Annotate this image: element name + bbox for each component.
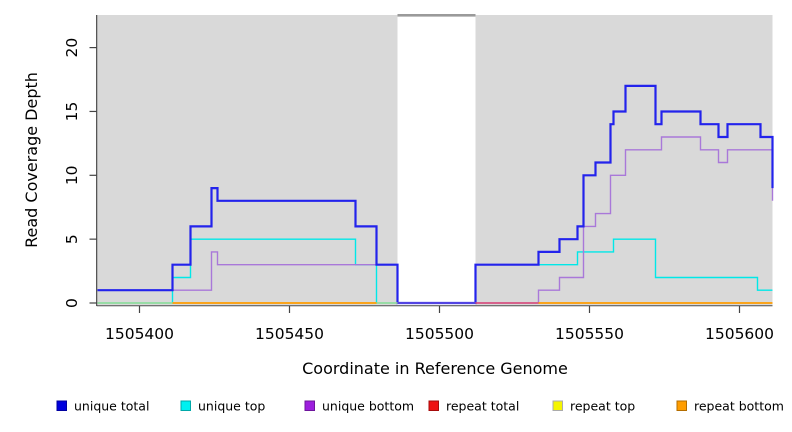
y-axis-title: Read Coverage Depth: [22, 72, 41, 248]
legend-item-unique-bottom: unique bottom: [304, 399, 414, 414]
y-tick-label: 10: [63, 165, 81, 185]
legend-swatch-repeat-total: [428, 400, 439, 411]
legend: unique total unique top unique bottom repea…: [56, 399, 784, 414]
x-tick-label: 1505600: [705, 325, 774, 343]
legend-item-repeat-bottom: repeat bottom: [676, 399, 784, 414]
legend-label: unique total: [74, 399, 149, 414]
series-line-unique-total: [97, 84, 774, 305]
legend-item-repeat-total: repeat total: [428, 399, 519, 414]
legend-swatch-repeat-top: [552, 400, 563, 411]
x-tick-label: 1505500: [405, 325, 474, 343]
x-tick-label: 1505400: [105, 325, 174, 343]
legend-swatch-unique-total: [56, 400, 67, 411]
legend-label: repeat bottom: [694, 399, 784, 414]
axes: 1505400 1505450 1505500 1505550 1505600 0 5 10 1…: [63, 15, 774, 343]
repeat-region-right: [475, 15, 773, 305]
legend-label: repeat total: [446, 399, 519, 414]
legend-item-unique-total: unique total: [56, 399, 149, 414]
plot-panel: [97, 14, 773, 305]
legend-item-unique-top: unique top: [180, 399, 265, 414]
y-tick-label: 5: [63, 234, 81, 244]
series-line-unique-bottom: [97, 136, 774, 304]
y-tick-label: 0: [63, 298, 81, 308]
gap-top-bar: [397, 14, 476, 17]
legend-swatch-repeat-bottom: [676, 400, 687, 411]
y-tick-label: 15: [63, 102, 81, 122]
legend-label: unique top: [198, 399, 265, 414]
x-tick-label: 1505450: [255, 325, 324, 343]
x-tick-label: 1505550: [555, 325, 624, 343]
y-tick-label: 20: [63, 38, 81, 58]
repeat-region-left: [97, 15, 398, 305]
series-lines: [97, 84, 774, 305]
legend-label: unique bottom: [322, 399, 414, 414]
x-axis-title: Coordinate in Reference Genome: [302, 359, 568, 378]
legend-label: repeat top: [570, 399, 635, 414]
legend-swatch-unique-top: [180, 400, 191, 411]
legend-item-repeat-top: repeat top: [552, 399, 635, 414]
legend-swatch-unique-bottom: [304, 400, 315, 411]
